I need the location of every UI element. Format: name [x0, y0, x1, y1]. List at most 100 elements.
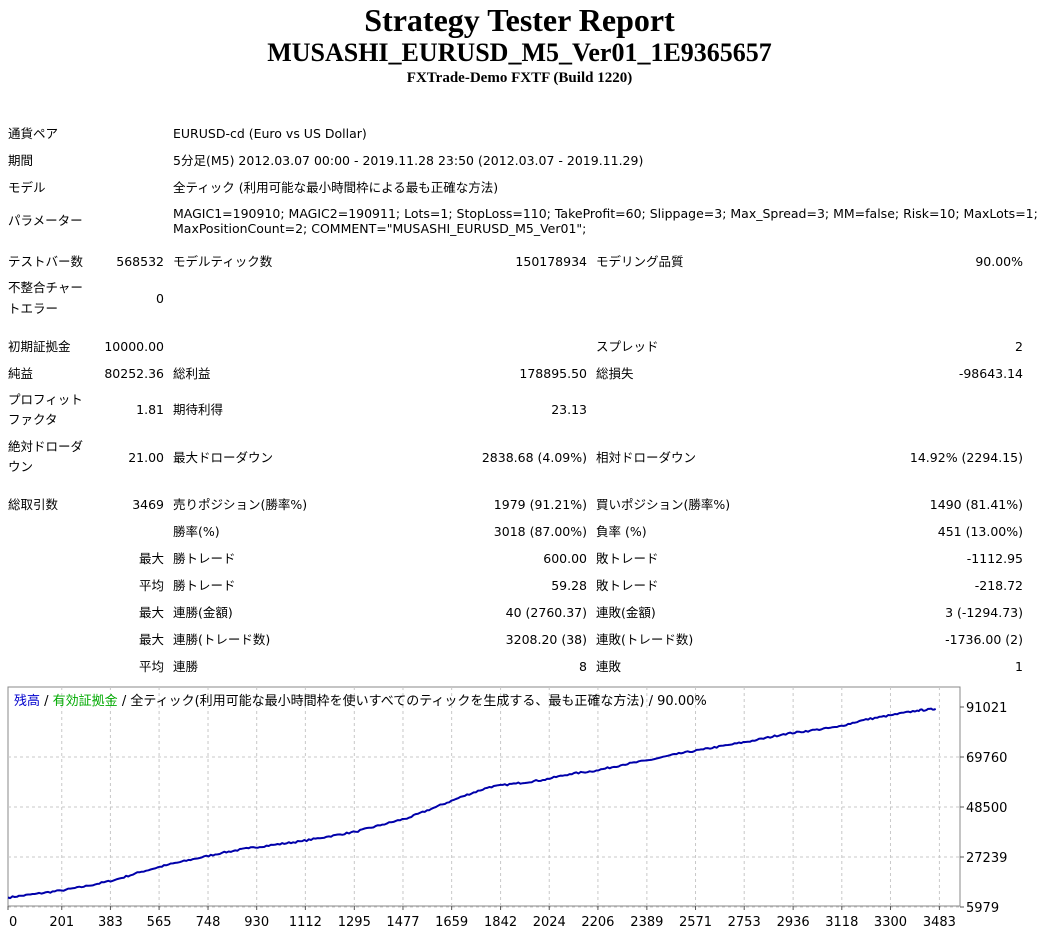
win-rate-value: 3018 (87.00%): [493, 524, 587, 539]
chart-frame: [7, 686, 961, 907]
symbol-value: EURUSD-cd (Euro vs US Dollar): [173, 126, 367, 141]
expected-payoff-value: 23.13: [551, 402, 587, 417]
y-tick-label: 5979: [966, 901, 999, 916]
params-line-1: MAGIC1=190910; MAGIC2=190911; Lots=1; St…: [173, 206, 1038, 221]
net-value: 80252.36: [104, 366, 164, 381]
chart-legend: 残高 / 有効証拠金 / 全ティック(利用可能な最小時間枠を使いすべてのティック…: [14, 693, 707, 709]
spread-label: スプレッド: [596, 339, 659, 354]
mismatch-label-1: 不整合チャー: [8, 280, 83, 295]
max-label-3: 最大: [138, 632, 164, 647]
legend-sep-1: /: [40, 694, 53, 709]
deposit-value: 10000.00: [104, 339, 164, 354]
legend-balance: 残高: [14, 693, 40, 709]
chart-series: [7, 707, 937, 900]
x-tick-label: 2389: [630, 915, 663, 930]
avg-consec-wins-value: 8: [579, 659, 587, 674]
expected-payoff-label: 期待利得: [173, 402, 224, 417]
avg-label-1: 平均: [138, 578, 164, 593]
x-tick-label: 383: [98, 915, 123, 930]
y-tick-label: 27239: [966, 851, 1007, 866]
model-label: モデル: [8, 180, 46, 195]
profit-factor-label-1: プロフィット: [8, 392, 83, 407]
balance-line: [7, 707, 937, 900]
profit-factor-label-2: ファクタ: [8, 412, 58, 427]
x-tick-label: 1477: [386, 915, 419, 930]
avg-consec-wins-label: 連勝: [173, 659, 199, 674]
gross-profit-label: 総利益: [173, 366, 211, 381]
consec-losses-count-value: -1736.00 (2): [945, 632, 1023, 647]
max-label-2: 最大: [138, 605, 164, 620]
x-tick-label: 565: [147, 915, 172, 930]
avg-win-label: 勝トレード: [173, 578, 236, 593]
x-tick-label: 930: [244, 915, 269, 930]
long-positions-label: 買いポジション(勝率%): [596, 497, 731, 512]
avg-consec-losses-value: 1: [1015, 659, 1023, 674]
loss-rate-value: 451 (13.00%): [937, 524, 1023, 539]
y-tick-label: 48500: [966, 801, 1007, 816]
x-tick-label: 201: [49, 915, 74, 930]
period-value: 5分足(M5) 2012.03.07 00:00 - 2019.11.28 23…: [173, 153, 644, 168]
chart-grid: [8, 687, 960, 908]
params-label: パラメーター: [8, 213, 83, 228]
spread-value: 2: [1015, 339, 1023, 354]
largest-loss-label: 敗トレード: [596, 551, 659, 566]
x-tick-label: 3300: [874, 915, 907, 930]
ticks-label: モデルティック数: [173, 254, 273, 269]
total-trades-value: 3469: [132, 497, 164, 512]
max-drawdown-value: 2838.68 (4.09%): [481, 450, 587, 465]
legend-sep-2: /: [118, 694, 131, 709]
y-tick-label: 91021: [966, 701, 1007, 716]
server-build: FXTrade-Demo FXTF (Build 1220): [406, 70, 633, 86]
ea-name: MUSASHI_EURUSD_M5_Ver01_1E9365657: [267, 38, 772, 67]
x-tick-label: 3118: [825, 915, 858, 930]
deposit-label: 初期証拠金: [8, 339, 71, 354]
x-tick-label: 3483: [923, 915, 956, 930]
rel-drawdown-value: 14.92% (2294.15): [909, 450, 1023, 465]
consec-wins-count-label: 連勝(トレード数): [173, 632, 271, 647]
legend-model: 全ティック(利用可能な最小時間枠を使いすべてのティックを生成する、最も正確な方法…: [130, 693, 644, 709]
gross-profit-value: 178895.50: [519, 366, 587, 381]
abs-drawdown-value: 21.00: [128, 450, 164, 465]
largest-loss-value: -1112.95: [966, 551, 1023, 566]
model-value: 全ティック (利用可能な最小時間枠による最も正確な方法): [173, 180, 499, 195]
avg-loss-label: 敗トレード: [596, 578, 659, 593]
x-axis-ticks: 0 201 383 565 748 930 1112 1295 1477 1659 1842 2024…: [7, 906, 956, 930]
legend-quality: 90.00%: [657, 694, 707, 709]
x-tick-label: 1112: [289, 915, 322, 930]
max-label-1: 最大: [138, 551, 164, 566]
consec-wins-count-value: 3208.20 (38): [505, 632, 587, 647]
quality-value: 90.00%: [975, 254, 1023, 269]
short-positions-label: 売りポジション(勝率%): [173, 497, 308, 512]
quality-label: モデリング品質: [596, 254, 684, 269]
consec-wins-money-label: 連勝(金額): [173, 605, 233, 620]
bars-label: テストバー数: [8, 254, 84, 269]
gross-loss-value: -98643.14: [958, 366, 1023, 381]
x-tick-label: 2936: [777, 915, 810, 930]
largest-win-value: 600.00: [543, 551, 587, 566]
balance-chart: 91021 69760 48500 27239 5979 0 201 383 565 748 93…: [7, 686, 1007, 930]
max-drawdown-label: 最大ドローダウン: [173, 450, 274, 465]
legend-equity: 有効証拠金: [53, 693, 118, 709]
short-positions-value: 1979 (91.21%): [493, 497, 587, 512]
largest-win-label: 勝トレード: [173, 551, 236, 566]
ticks-value: 150178934: [515, 254, 587, 269]
avg-label-2: 平均: [138, 659, 164, 674]
consec-wins-money-value: 40 (2760.37): [505, 605, 587, 620]
bars-value: 568532: [116, 254, 164, 269]
profit-factor-value: 1.81: [136, 402, 164, 417]
y-axis-ticks: 91021 69760 48500 27239 5979: [960, 701, 1007, 916]
params-line-2: MaxPositionCount=2; COMMENT="MUSASHI_EUR…: [173, 221, 587, 236]
avg-win-value: 59.28: [551, 578, 587, 593]
x-tick-label: 2024: [533, 915, 566, 930]
y-tick-label: 69760: [966, 751, 1007, 766]
x-tick-label: 1295: [338, 915, 371, 930]
report-title: Strategy Tester Report: [364, 2, 675, 38]
period-label: 期間: [8, 153, 34, 168]
gross-loss-label: 総損失: [596, 366, 634, 381]
loss-rate-label: 負率 (%): [596, 524, 647, 539]
rel-drawdown-label: 相対ドローダウン: [596, 450, 697, 465]
x-tick-label: 2571: [679, 915, 712, 930]
consec-losses-money-label: 連敗(金額): [596, 605, 656, 620]
x-tick-label: 2753: [728, 915, 761, 930]
symbol-label: 通貨ペア: [8, 126, 59, 141]
